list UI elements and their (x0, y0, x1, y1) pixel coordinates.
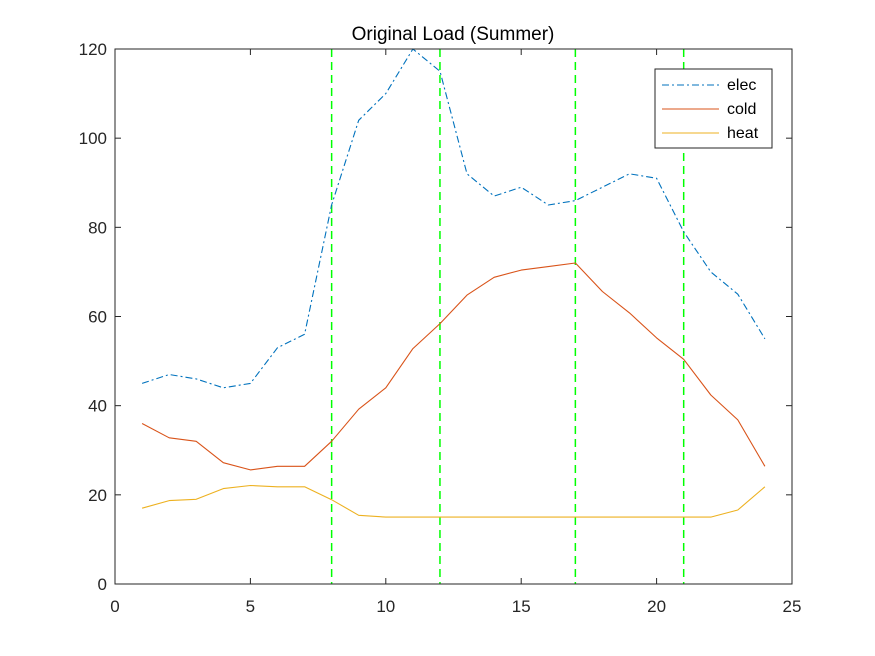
series-line-cold (141, 262, 766, 471)
x-tick-label: 5 (246, 597, 255, 616)
series-line-elec (141, 48, 766, 389)
x-tick-label: 15 (512, 597, 531, 616)
legend-label-heat: heat (727, 125, 759, 142)
x-tick-label: 20 (647, 597, 666, 616)
axis-ticks (114, 48, 793, 585)
y-tick-label: 100 (79, 129, 107, 148)
y-tick-label: 120 (79, 40, 107, 59)
series-layer (141, 48, 766, 518)
y-tick-label: 20 (88, 486, 107, 505)
y-tick-label: 40 (88, 397, 107, 416)
x-tick-labels: 0 5 10 15 20 25 (110, 597, 801, 616)
legend: elec cold heat (654, 68, 773, 149)
x-tick-label: 10 (376, 597, 395, 616)
chart-title: Original Load (Summer) (352, 24, 555, 45)
vertical-marker-lines (330, 49, 685, 584)
legend-label-cold: cold (727, 101, 756, 118)
y-tick-labels: 0 20 40 60 80 100 120 (79, 40, 107, 594)
x-tick-label: 25 (783, 597, 802, 616)
series-line-heat (141, 484, 766, 518)
y-tick-label: 0 (98, 575, 107, 594)
y-tick-label: 80 (88, 218, 107, 237)
x-tick-label: 0 (110, 597, 119, 616)
legend-label-elec: elec (727, 77, 756, 94)
y-tick-label: 60 (88, 308, 107, 327)
